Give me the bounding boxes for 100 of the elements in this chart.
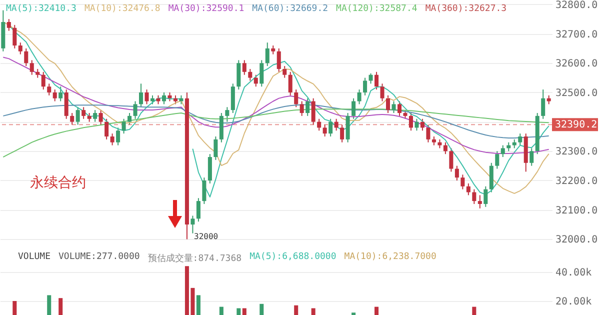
- annotation: 32000: [194, 232, 218, 241]
- candlestick: [248, 68, 252, 82]
- candlestick: [6, 18, 11, 32]
- candlestick: [202, 177, 206, 204]
- text: 预估成交量:874.7368: [148, 252, 242, 265]
- chart-title: VOLUME: [18, 252, 51, 264]
- candlestick: [357, 89, 362, 105]
- candlestick: [460, 174, 465, 190]
- candlestick: [82, 106, 86, 120]
- candlestick: [363, 77, 368, 96]
- candlestick: [260, 60, 264, 88]
- candlestick: [500, 144, 505, 158]
- text: MA(120):32587.4: [336, 4, 418, 14]
- candlestick: [454, 165, 459, 181]
- candlestick: [93, 110, 98, 122]
- candlestick: [317, 118, 322, 132]
- y-tick-label: 32000.0: [556, 234, 598, 246]
- candlestick: [294, 89, 298, 108]
- candlestick: [374, 71, 379, 90]
- candlestick: [311, 98, 316, 126]
- candlestick: [144, 89, 149, 105]
- y-tick-label: 40.00k: [556, 267, 592, 278]
- candlestick: [64, 89, 68, 120]
- candlestick: [426, 124, 430, 143]
- candlestick: [41, 71, 46, 90]
- candlestick: [386, 94, 390, 114]
- candlestick: [76, 106, 80, 126]
- candlestick: [346, 112, 350, 143]
- candlestick: [116, 127, 120, 146]
- candlestick: [484, 186, 488, 208]
- candlestick: [340, 124, 344, 143]
- candlestick: [219, 112, 224, 143]
- y-tick-label: 32800.0: [556, 0, 598, 11]
- text: MA(30):32590.1: [168, 4, 244, 14]
- candlestick: [52, 89, 57, 102]
- candlestick: [300, 100, 304, 116]
- candlestick: [530, 148, 534, 166]
- ref-line-label: 32390.2: [555, 120, 598, 131]
- candlestick: [489, 162, 494, 193]
- candlestick: [328, 118, 333, 137]
- candlestick: [104, 118, 109, 140]
- candlestick: [306, 98, 310, 116]
- candlestick: [322, 124, 327, 137]
- y-tick-label: 32100.0: [556, 205, 598, 216]
- candlestick: [110, 133, 114, 146]
- series-label: MA(5):32410.3: [6, 4, 76, 14]
- candlestick: [368, 72, 373, 84]
- candlestick: [265, 42, 270, 67]
- candlestick: [196, 198, 200, 222]
- candlestick: [392, 100, 396, 114]
- text: MA(60):32669.2: [252, 4, 328, 14]
- candlestick: [518, 133, 522, 146]
- candlestick: [18, 42, 22, 55]
- candlestick: [24, 48, 28, 67]
- candlestick: [58, 86, 63, 102]
- candlestick: [98, 110, 103, 126]
- candlestick: [420, 118, 424, 132]
- candlestick: [282, 66, 287, 78]
- y-tick-label: 32500.0: [556, 88, 598, 99]
- candlestick: [472, 188, 476, 204]
- candlestick: [254, 74, 258, 88]
- candlestick: [47, 83, 52, 96]
- candlestick: [495, 150, 500, 170]
- y-tick-label: 20.00k: [556, 296, 592, 308]
- candlestick: [449, 148, 454, 172]
- candlestick: [214, 136, 218, 160]
- y-tick-label: 32300.0: [556, 146, 598, 158]
- y-tick-label: 32200.0: [556, 176, 598, 187]
- candlestick: [70, 112, 74, 126]
- candlestick: [466, 182, 470, 196]
- candlestick: [288, 71, 292, 96]
- candlestick: [478, 194, 482, 209]
- text: MA(10):32476.8: [84, 4, 160, 14]
- candlestick: [380, 83, 384, 102]
- candlestick: [352, 98, 356, 120]
- candlestick: [242, 60, 246, 76]
- candlestick: [190, 215, 195, 234]
- candlestick: [414, 118, 419, 132]
- candlestick: [128, 112, 132, 126]
- candlestick: [397, 100, 402, 116]
- annotation: MA(360):32627.3: [425, 4, 507, 14]
- candlestick: [133, 100, 138, 120]
- candlestick: [236, 60, 241, 90]
- text: MA(5):6,688.0000: [250, 252, 336, 264]
- candlestick: [139, 83, 144, 108]
- candlestick: [162, 92, 166, 105]
- candlestick: [443, 142, 448, 155]
- candlestick: [208, 154, 212, 184]
- y-tick-label: 32600.0: [556, 58, 598, 70]
- text: MA(10):6,238.7000: [344, 252, 436, 264]
- candlestick: [334, 118, 338, 132]
- y-tick-label: 32700.0: [556, 29, 598, 40]
- candlestick: [541, 89, 546, 120]
- annotation: 永续合约: [30, 174, 86, 192]
- candlestick: [12, 24, 17, 49]
- candlestick: [230, 83, 235, 114]
- candlestick: [408, 112, 413, 132]
- candlestick: [122, 118, 126, 134]
- candlestick: [30, 60, 34, 76]
- text: VOLUME:277.0000: [58, 252, 140, 264]
